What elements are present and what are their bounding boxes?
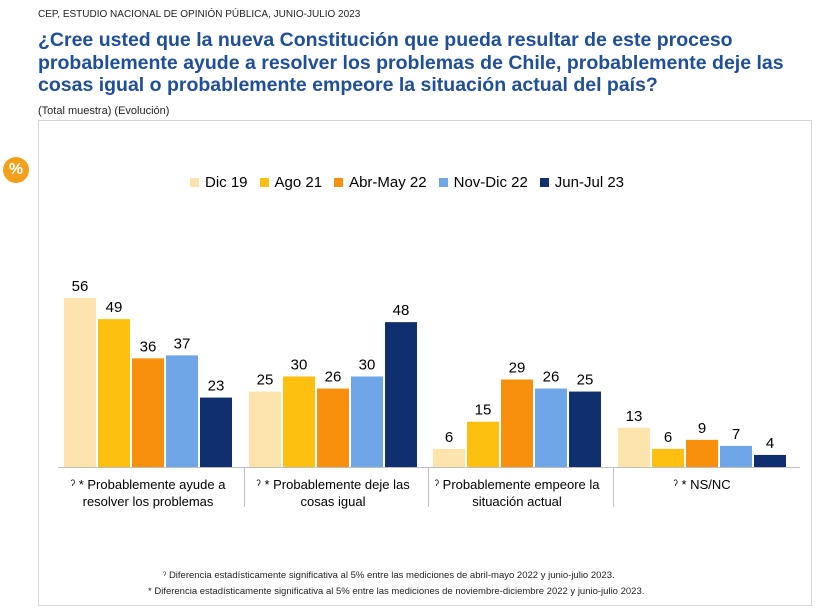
data-label: 25 [257,372,274,389]
data-label: 6 [664,429,672,446]
legend-swatch [438,177,448,187]
data-label: 36 [140,338,157,355]
data-label: 7 [732,426,740,443]
category-label-2: ˀ * Probablemente deje las cosas igual [256,477,410,509]
legend-label: Abr-May 22 [349,173,427,191]
question-title: ¿Cree usted que la nueva Constitución qu… [38,29,784,96]
bar-2-1 [249,391,281,467]
data-label: 26 [543,369,560,386]
data-label: 15 [475,402,492,419]
bar-4-1 [618,427,650,467]
category-label-4: ˀ * NS/NC [673,477,731,492]
legend-item-5: Jun-Jul 23 [539,173,625,191]
bar-3-4 [535,388,567,467]
footnote-1: ˀ Diferencia estadísticamente significat… [163,570,615,581]
legend-item-2: Ago 21 [259,173,323,191]
bar-4-4 [720,445,752,467]
bar-3-2 [467,421,499,467]
footnote-2: * Diferencia estadísticamente significat… [148,586,645,597]
sample-subtitle: (Total muestra) (Evolución) [38,105,170,117]
bar-1-1 [64,298,96,467]
data-label: 25 [577,372,594,389]
legend-label: Dic 19 [205,173,248,191]
data-label: 48 [393,302,410,319]
bar-2-3 [317,388,349,467]
data-label: 13 [626,408,643,425]
data-label: 29 [509,359,526,376]
bar-4-3 [686,439,718,467]
data-label: 26 [325,369,342,386]
bar-1-5 [200,397,232,467]
legend-swatch [259,177,269,187]
data-label: 49 [106,299,123,316]
bar-1-2 [98,319,130,467]
category-label-1: ˀ * Probablemente ayude a resolver los p… [70,477,226,509]
bar-3-1 [433,448,465,467]
legend-item-3: Abr-May 22 [334,174,427,191]
legend-item-4: Nov-Dic 22 [438,173,528,191]
legend-swatch [190,177,199,187]
chart-legend: Dic 19 Ago 21 Abr-May 22 Nov-Dic 22 Jun-Jul … [190,172,636,192]
data-label: 56 [72,278,89,295]
bar-4-2 [652,448,684,467]
bar-1-4 [166,355,198,467]
data-label: 37 [174,335,191,352]
legend-label: Ago 21 [274,173,323,191]
data-label: 23 [208,378,225,395]
bar-2-5 [385,322,417,467]
data-label: 4 [766,435,774,452]
bar-1-3 [132,358,164,467]
data-label: 30 [291,356,308,373]
data-label: 9 [698,420,706,437]
data-label: 30 [359,356,376,373]
bar-4-5 [754,454,786,467]
legend-swatch [334,177,344,187]
bar-2-2 [283,376,315,467]
bar-3-5 [569,391,601,467]
category-label-3: ˀ Probablemente empeore la situación act… [434,477,600,509]
source-line: CEP, ESTUDIO NACIONAL DE OPINIÓN PÚBLICA… [38,9,361,20]
percent-badge-icon: % [3,157,29,183]
bar-3-3 [501,379,533,467]
legend-label: Jun-Jul 23 [554,173,625,191]
legend-item-1: Dic 19 [190,174,248,191]
legend-label: Nov-Dic 22 [453,173,528,191]
legend-swatch [539,177,549,187]
bar-2-4 [351,376,383,467]
data-label: 6 [445,429,453,446]
